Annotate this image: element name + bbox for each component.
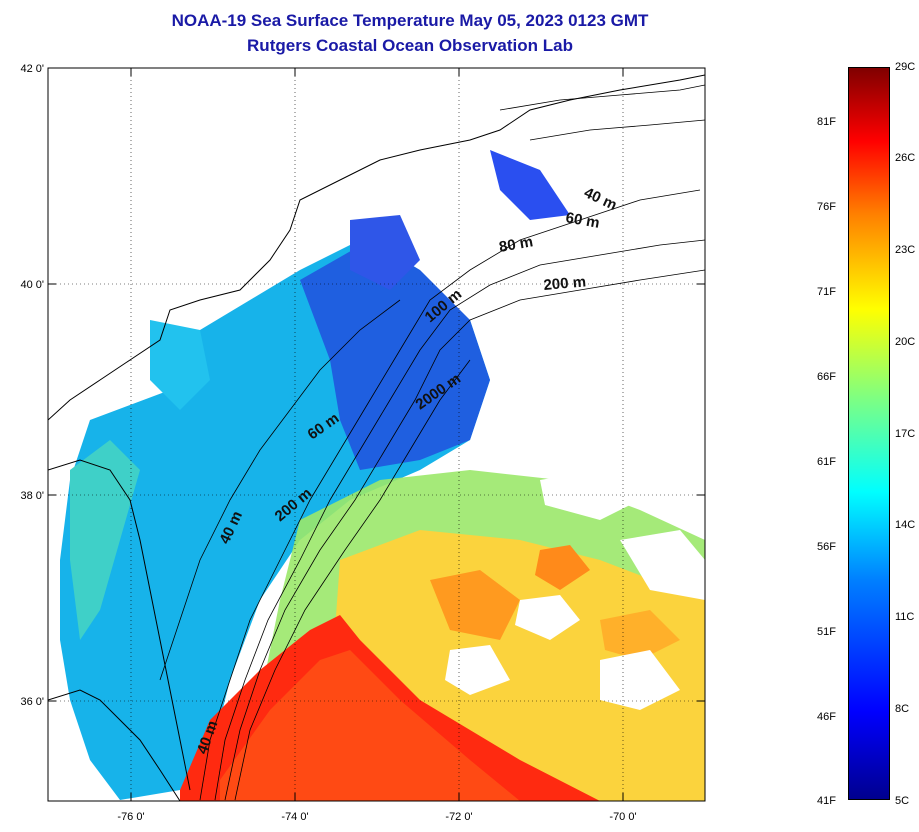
coastline (48, 74, 705, 801)
colorbar-c-label: 29C (895, 61, 916, 73)
colorbar-c-label: 11C (895, 611, 915, 623)
colorbar-c-label: 20C (895, 336, 916, 348)
colorbar-f-label: 56F (817, 541, 836, 553)
lat-label-36: 36 0' (20, 696, 44, 708)
lon-label-76: -76 0' (117, 811, 144, 823)
map-frame (47, 67, 706, 802)
lat-label-40: 40 0' (20, 279, 44, 291)
colorbar-c-label: 14C (895, 519, 916, 531)
depth-label: 80 m (498, 233, 535, 256)
lon-label-74: -74 0' (281, 811, 308, 823)
colorbar-f-label: 71F (817, 286, 836, 298)
map-subtitle: Rutgers Coastal Ocean Observation Lab (247, 36, 573, 55)
colorbar-f-label: 61F (817, 456, 836, 468)
colorbar-f-label: 51F (817, 626, 836, 638)
colorbar-f-label: 41F (817, 795, 836, 807)
depth-label: 200 m (543, 273, 587, 294)
colorbar-c-label: 5C (895, 795, 910, 807)
sst-imagery (48, 68, 705, 801)
colorbar-f-label: 81F (817, 116, 836, 128)
lon-label-70: -70 0' (609, 811, 636, 823)
colorbar-c-label: 8C (895, 703, 910, 715)
colorbar-f-label: 66F (817, 371, 836, 383)
lon-label-72: -72 0' (445, 811, 472, 823)
lat-label-38: 38 0' (20, 490, 44, 502)
bathymetry-contours (159, 84, 705, 801)
colorbar-f-label: 46F (817, 711, 836, 723)
lat-label-42: 42 0' (20, 63, 44, 75)
depth-label: 60 m (564, 209, 601, 232)
colorbar-c-label: 23C (895, 244, 916, 256)
colorbar-c-label: 26C (895, 152, 916, 164)
temperature-colorbar (848, 67, 890, 800)
map-title: NOAA-19 Sea Surface Temperature May 05, … (171, 11, 649, 30)
graticule (48, 68, 705, 801)
colorbar-c-label: 17C (895, 428, 916, 440)
colorbar-f-label: 76F (817, 201, 836, 213)
